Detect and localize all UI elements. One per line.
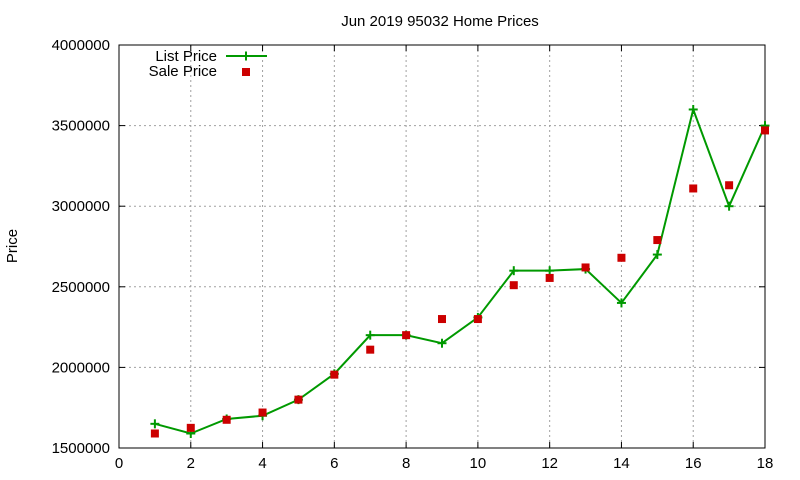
legend-label-sale-price: Sale Price xyxy=(149,63,217,80)
sale-price-point xyxy=(186,423,195,432)
sale-price-point xyxy=(258,408,267,417)
sale-price-point xyxy=(150,429,159,438)
x-tick-label: 4 xyxy=(258,455,266,472)
x-tick-label: 12 xyxy=(541,455,558,472)
list-price-point xyxy=(437,338,447,348)
list-price-line xyxy=(154,106,766,435)
y-tick-label: 4000000 xyxy=(52,37,110,54)
x-tick-label: 14 xyxy=(613,455,630,472)
sale-price-point xyxy=(366,345,375,354)
x-tick-label: 0 xyxy=(115,455,123,472)
x-tick-label: 6 xyxy=(330,455,338,472)
list-price-point xyxy=(365,330,375,340)
sale-price-point xyxy=(581,263,590,272)
list-price-point xyxy=(509,266,519,276)
sale-price-point xyxy=(294,395,303,404)
sale-price-point xyxy=(653,236,662,245)
x-tick-label: 18 xyxy=(757,455,774,472)
chart-title: Jun 2019 95032 Home Prices xyxy=(341,13,539,30)
x-tick-label: 16 xyxy=(685,455,702,472)
legend-sample-list-price-marker xyxy=(241,51,251,61)
sale-price-point xyxy=(402,331,411,340)
list-price-point xyxy=(150,419,160,429)
y-tick-label: 2500000 xyxy=(52,279,110,296)
y-tick-label: 2000000 xyxy=(52,359,110,376)
grid xyxy=(119,45,765,448)
sale-price-point xyxy=(617,253,626,262)
list-price-point xyxy=(545,266,555,276)
sale-price-point xyxy=(509,281,518,290)
series-sale-price xyxy=(150,126,769,438)
list-price-point xyxy=(724,201,734,211)
y-axis-label: Price xyxy=(4,229,21,263)
y-tick-label: 1500000 xyxy=(52,440,110,457)
sale-price-point xyxy=(330,370,339,379)
sale-price-point xyxy=(222,415,231,424)
ticks: 0 2 4 6 8 10 12 14 16 18 1500000 2000000 2500000 3000… xyxy=(52,37,774,472)
series-list-price xyxy=(150,104,770,438)
legend: List Price Sale Price xyxy=(149,48,267,80)
x-tick-label: 10 xyxy=(470,455,487,472)
sale-price-point xyxy=(438,315,446,324)
y-tick-label: 3500000 xyxy=(52,118,110,135)
list-price-point xyxy=(688,104,698,114)
legend-sample-sale-price-marker xyxy=(242,68,250,76)
list-price-point xyxy=(616,298,626,308)
plot-frame xyxy=(118,44,766,449)
x-tick-label: 2 xyxy=(187,455,195,472)
y-tick-label: 3000000 xyxy=(52,198,110,215)
series-layer xyxy=(150,104,770,438)
legend-label-list-price: List Price xyxy=(155,48,217,65)
x-tick-label: 8 xyxy=(402,455,410,472)
sale-price-point xyxy=(545,273,554,282)
sale-price-point xyxy=(761,126,769,135)
sale-price-point xyxy=(689,184,698,193)
sale-price-point xyxy=(725,181,734,190)
sale-price-point xyxy=(473,315,482,324)
list-price-point xyxy=(652,250,662,260)
